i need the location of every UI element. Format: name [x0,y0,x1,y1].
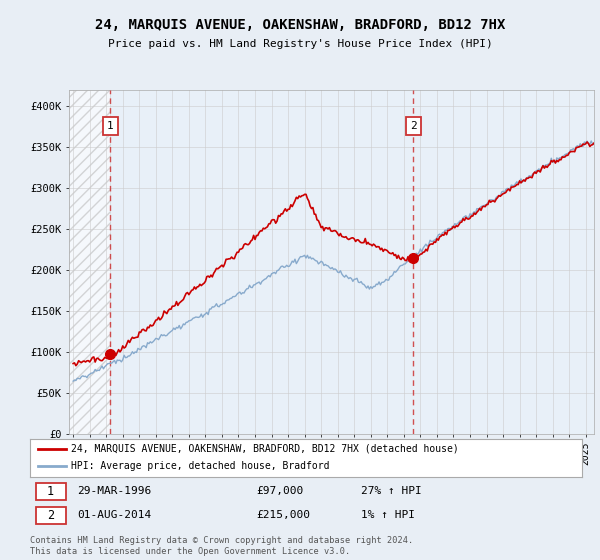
Bar [69,90,110,434]
Text: Price paid vs. HM Land Registry's House Price Index (HPI): Price paid vs. HM Land Registry's House … [107,39,493,49]
Text: Contains HM Land Registry data © Crown copyright and database right 2024.
This d: Contains HM Land Registry data © Crown c… [30,536,413,556]
Text: 1: 1 [107,121,114,131]
Text: HPI: Average price, detached house, Bradford: HPI: Average price, detached house, Brad… [71,461,330,472]
Text: 1: 1 [47,484,54,498]
Text: 29-MAR-1996: 29-MAR-1996 [77,486,151,496]
FancyBboxPatch shape [35,483,66,500]
Text: £97,000: £97,000 [256,486,304,496]
Text: £215,000: £215,000 [256,510,310,520]
FancyBboxPatch shape [35,507,66,524]
Text: 2: 2 [410,121,417,131]
Text: 01-AUG-2014: 01-AUG-2014 [77,510,151,520]
Text: 24, MARQUIS AVENUE, OAKENSHAW, BRADFORD, BD12 7HX: 24, MARQUIS AVENUE, OAKENSHAW, BRADFORD,… [95,18,505,32]
Text: 1% ↑ HPI: 1% ↑ HPI [361,510,415,520]
Text: 2: 2 [47,508,54,522]
Text: 27% ↑ HPI: 27% ↑ HPI [361,486,422,496]
Text: 24, MARQUIS AVENUE, OAKENSHAW, BRADFORD, BD12 7HX (detached house): 24, MARQUIS AVENUE, OAKENSHAW, BRADFORD,… [71,444,459,454]
